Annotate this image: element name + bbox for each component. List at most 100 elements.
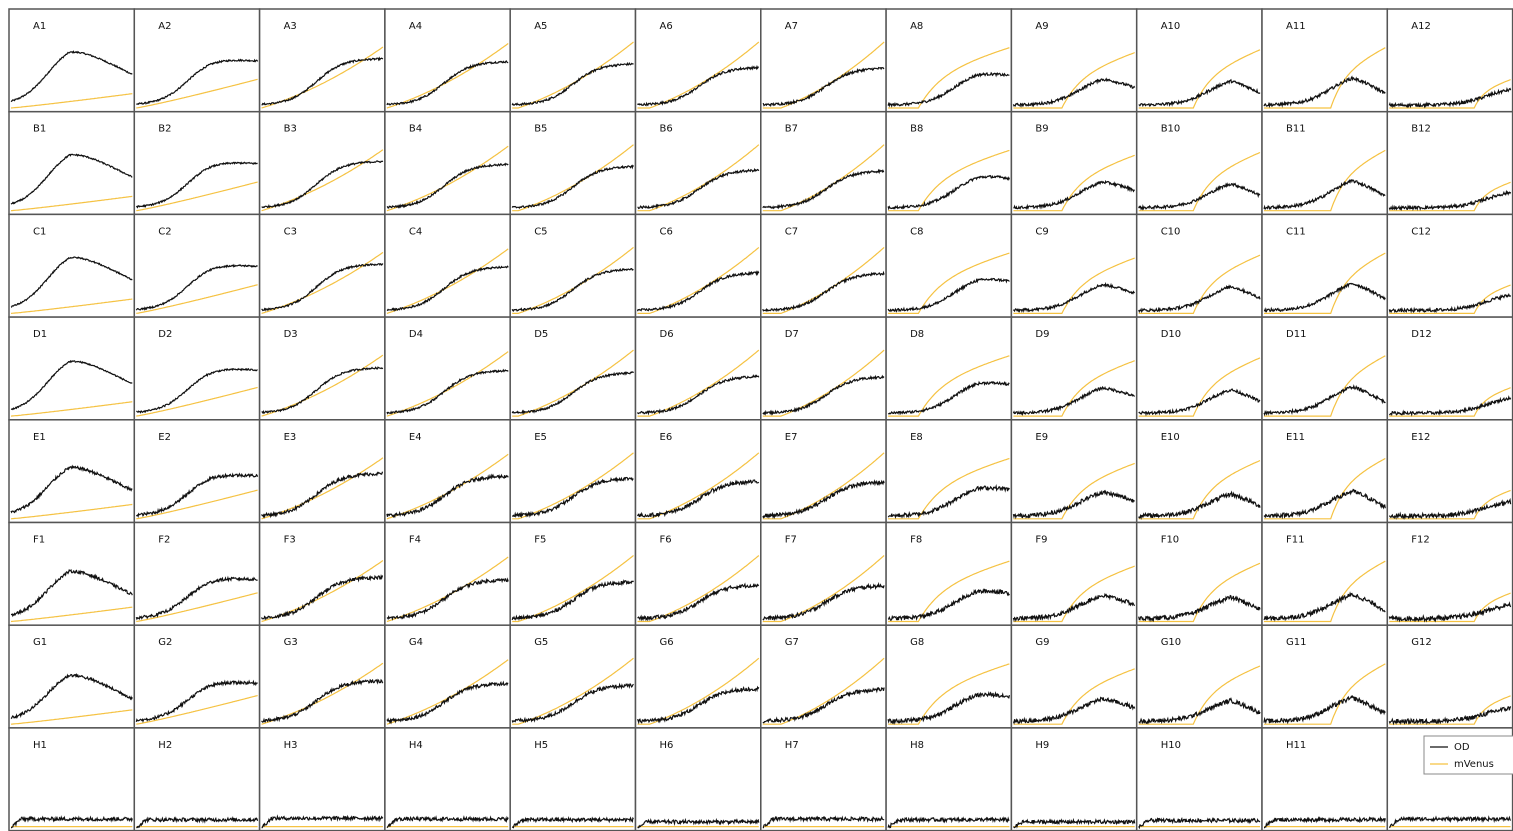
well-frame-G11: [1261, 624, 1389, 729]
well-frame-D7: [760, 316, 887, 421]
od-curve-D10: [1138, 388, 1261, 417]
well-frame-F2: [133, 521, 261, 626]
od-curve-A7: [762, 66, 885, 108]
well-panel-B1: B1: [8, 110, 136, 216]
well-label-B9: B9: [1035, 124, 1048, 135]
well-label-C11: C11: [1286, 226, 1306, 237]
mvenus-curve-C4: [386, 248, 509, 314]
od-curve-C5: [511, 267, 634, 312]
od-curve-F11: [1263, 591, 1386, 622]
well-frame-B4: [384, 110, 511, 216]
od-curve-A1: [10, 50, 133, 103]
well-label-D3: D3: [284, 329, 298, 340]
well-label-G11: G11: [1286, 637, 1306, 648]
well-panel-C10: C10: [1135, 213, 1263, 318]
legend-od-label: OD: [1454, 742, 1470, 753]
mvenus-curve-G1: [10, 709, 133, 725]
od-curve-H10: [1138, 817, 1261, 830]
od-curve-H5: [511, 815, 634, 829]
od-curve-E6: [636, 479, 760, 519]
well-panel-F11: F11: [1261, 521, 1389, 626]
well-frame-C1: [8, 213, 136, 318]
well-panel-D6: D6: [634, 316, 762, 421]
well-label-G7: G7: [785, 637, 799, 648]
well-panel-F7: F7: [760, 521, 887, 626]
well-frame-H3: [258, 727, 386, 831]
well-panel-A10: A10: [1135, 8, 1263, 113]
well-frame-A8: [885, 8, 1013, 113]
od-curve-D5: [511, 371, 634, 416]
od-curve-E4: [386, 473, 509, 519]
od-curve-B4: [386, 162, 509, 209]
mvenus-curve-A1: [10, 93, 133, 109]
od-curve-H8: [887, 816, 1010, 829]
well-panel-F9: F9: [1010, 521, 1138, 626]
well-label-B10: B10: [1161, 124, 1181, 135]
od-curve-G5: [511, 682, 634, 724]
well-frame-H7: [760, 727, 887, 831]
well-frame-E9: [1010, 419, 1138, 524]
well-frame-E12: [1386, 419, 1513, 524]
well-label-B2: B2: [158, 124, 171, 135]
well-label-B5: B5: [534, 124, 547, 135]
well-panel-H10: H10: [1135, 727, 1263, 831]
well-panel-F3: F3: [258, 521, 386, 626]
well-frame-G5: [509, 624, 637, 729]
mvenus-curve-B12: [1389, 181, 1511, 212]
od-curve-F10: [1138, 594, 1261, 623]
well-frame-D5: [509, 316, 637, 421]
od-curve-B2: [135, 161, 258, 209]
od-curve-D7: [762, 374, 885, 416]
well-label-B4: B4: [409, 124, 422, 135]
well-label-F6: F6: [660, 535, 672, 546]
well-label-C10: C10: [1161, 226, 1181, 237]
od-curve-C6: [636, 269, 760, 312]
well-panel-C9: C9: [1010, 213, 1138, 318]
mvenus-curve-C2: [136, 284, 258, 314]
mvenus-curve-A6: [637, 41, 760, 109]
well-panel-G2: G2: [133, 624, 261, 729]
well-panel-D12: D12: [1386, 316, 1513, 421]
well-label-A2: A2: [158, 21, 171, 32]
well-label-A9: A9: [1035, 21, 1048, 32]
od-curve-A4: [386, 60, 509, 106]
od-curve-H3: [261, 814, 384, 829]
well-frame-B3: [258, 110, 386, 216]
od-curve-G1: [10, 672, 133, 720]
well-frame-H11: [1261, 727, 1389, 831]
mvenus-curve-E9: [1013, 462, 1135, 520]
well-frame-C9: [1010, 213, 1138, 318]
od-curve-C8: [887, 277, 1010, 313]
od-curve-E9: [1012, 489, 1135, 520]
od-curve-D3: [261, 366, 384, 415]
mvenus-curve-A12: [1389, 79, 1511, 109]
well-frame-H4: [384, 727, 511, 831]
od-curve-E12: [1388, 497, 1512, 520]
well-frame-A5: [509, 8, 637, 113]
well-panel-H7: H7: [760, 727, 887, 831]
well-frame-B5: [509, 110, 637, 216]
od-curve-B9: [1013, 179, 1135, 211]
well-frame-H10: [1135, 727, 1263, 831]
mvenus-curve-E2: [136, 489, 258, 520]
well-panel-G1: G1: [8, 624, 136, 729]
well-frame-A6: [634, 8, 762, 113]
well-frame-D12: [1386, 316, 1513, 421]
od-curve-A8: [887, 71, 1010, 108]
well-label-G4: G4: [409, 637, 423, 648]
well-label-B8: B8: [910, 124, 923, 135]
well-frame-B1: [8, 110, 136, 216]
well-panel-E6: E6: [634, 419, 762, 524]
well-panel-D9: D9: [1010, 316, 1138, 421]
mvenus-curve-D9: [1013, 360, 1135, 417]
well-panel-E2: E2: [133, 419, 261, 524]
well-frame-D9: [1010, 316, 1138, 421]
well-frame-H8: [885, 727, 1013, 831]
well-panel-B6: B6: [634, 110, 762, 216]
well-label-H3: H3: [284, 740, 298, 751]
well-label-E5: E5: [534, 432, 547, 443]
mvenus-curve-F6: [637, 555, 760, 623]
well-panel-G3: G3: [258, 624, 386, 729]
well-panel-G9: G9: [1010, 624, 1138, 729]
